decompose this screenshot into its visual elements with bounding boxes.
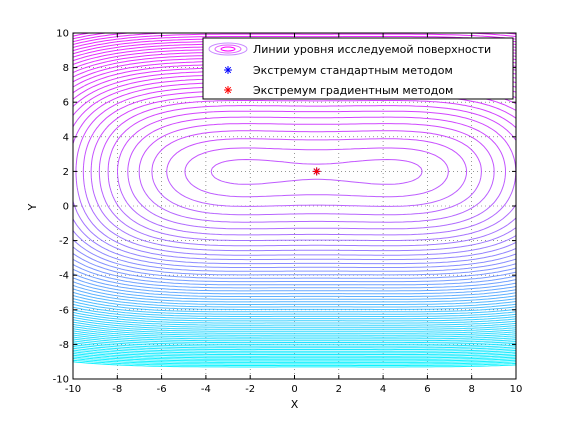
contour-level	[73, 33, 516, 313]
y-axis-label: Y	[26, 203, 39, 211]
legend-star-standard	[224, 66, 232, 74]
x-tick-label: -8	[112, 384, 122, 395]
contour-level	[117, 110, 516, 236]
contour-level	[73, 33, 516, 322]
contour-level	[73, 36, 516, 310]
contour-level	[73, 330, 516, 340]
marker-gradient	[312, 167, 321, 176]
x-tick-label: 4	[380, 384, 386, 395]
contour-level	[73, 336, 516, 345]
contour-level	[73, 316, 516, 328]
contour-level	[210, 159, 423, 185]
x-tick-label: 10	[510, 384, 523, 395]
contour-level	[73, 323, 516, 334]
contour-level	[73, 353, 516, 360]
x-tick-label: 0	[291, 384, 297, 395]
y-tick-label: 8	[63, 63, 69, 74]
x-tick-label: -10	[65, 384, 81, 395]
legend-star-gradient	[224, 86, 232, 94]
contour-level	[184, 147, 449, 198]
contour-level	[73, 319, 516, 330]
contour-level	[73, 33, 516, 315]
y-tick-label: -8	[59, 340, 69, 351]
contour-level	[73, 356, 516, 363]
contour-level	[73, 33, 516, 317]
contour-level	[73, 342, 516, 351]
contour-level	[107, 105, 516, 241]
x-tick-label: 6	[424, 384, 430, 395]
contour-level	[73, 334, 516, 344]
x-tick-label: -4	[201, 384, 211, 395]
legend-swatch-standard	[224, 66, 232, 74]
x-axis-label: X	[291, 398, 299, 411]
y-tick-label: 4	[63, 132, 69, 143]
contour-level	[73, 321, 516, 332]
contour-level	[73, 361, 516, 368]
legend-swatch-contours	[208, 42, 248, 56]
contour-level	[127, 116, 506, 230]
y-tick-label: 0	[63, 202, 69, 213]
legend: Линии уровня исследуемой поверхности Экс…	[202, 37, 514, 100]
x-tick-label: 2	[336, 384, 342, 395]
contour-level	[166, 138, 468, 207]
contour-level	[151, 130, 482, 216]
y-tick-label: -4	[59, 271, 69, 282]
legend-label-contours: Линии уровня исследуемой поверхности	[253, 43, 491, 56]
contour-level	[73, 314, 516, 326]
contour-level	[138, 123, 495, 223]
legend-swatch-gradient	[224, 86, 232, 94]
contour-level	[73, 358, 516, 365]
legend-label-gradient: Экстремум градиентным методом	[253, 84, 453, 97]
legend-label-standard: Экстремум стандартным методом	[253, 64, 453, 77]
contour-level	[73, 346, 516, 354]
y-tick-label: 2	[63, 167, 69, 178]
y-tick-label: -2	[59, 236, 69, 247]
contour-level	[73, 326, 516, 336]
contour-level	[73, 328, 516, 338]
contour-level	[73, 349, 516, 357]
contour-level	[73, 33, 516, 320]
x-tick-label: 8	[469, 384, 475, 395]
y-tick-label: 6	[63, 98, 69, 109]
contour-level	[73, 33, 516, 324]
extremum-markers	[312, 167, 321, 176]
x-tick-label: -2	[245, 384, 255, 395]
y-tick-label: 10	[56, 29, 69, 40]
contour-level	[73, 351, 516, 359]
contour-level	[73, 354, 516, 362]
y-tick-label: -10	[53, 375, 69, 386]
contour-level	[98, 100, 516, 247]
contour-level	[73, 347, 516, 355]
contour-level	[73, 338, 516, 347]
contour-level	[73, 340, 516, 349]
axis-ticks: -10 -8 -6 -4 -2 0 2 4 6 8 10 -10 -8 -6 -4 -2 0 2 4 6 8 10	[53, 29, 523, 396]
contour-level	[73, 359, 516, 366]
contour-level	[73, 344, 516, 352]
legend-box	[202, 37, 514, 100]
contour-level	[73, 332, 516, 342]
y-tick-label: -6	[59, 305, 69, 316]
x-tick-label: -6	[157, 384, 167, 395]
